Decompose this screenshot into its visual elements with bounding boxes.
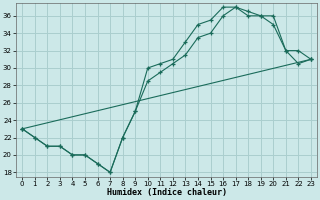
- X-axis label: Humidex (Indice chaleur): Humidex (Indice chaleur): [107, 188, 227, 197]
